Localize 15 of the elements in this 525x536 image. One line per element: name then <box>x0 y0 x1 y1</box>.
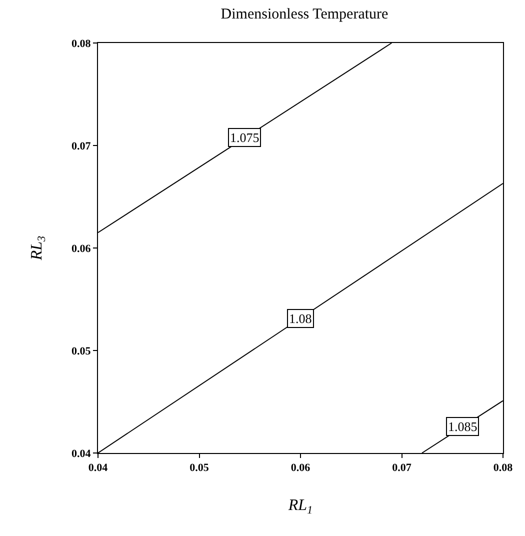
series-label: 1.075 <box>230 130 260 145</box>
x-axis-title: RL$_{1}$ <box>287 496 313 516</box>
chart-title: Dimensionless Temperature <box>220 6 389 23</box>
x-tick-label: 0.05 <box>190 462 210 474</box>
x-tick-label: 0.04 <box>88 462 108 474</box>
x-tick-label: 0.08 <box>493 462 514 474</box>
y-tick-label: 0.08 <box>72 38 92 50</box>
x-tick-label: 0.06 <box>290 462 311 474</box>
y-tick-label: 0.04 <box>72 448 92 460</box>
series-label: 1.08 <box>289 311 312 326</box>
y-tick-label: 0.06 <box>72 242 92 255</box>
y-tick-label: 0.05 <box>72 345 92 358</box>
x-tick-label: 0.07 <box>392 462 412 474</box>
y-tick-label: 0.07 <box>72 140 92 152</box>
series-label: 1.085 <box>448 419 478 434</box>
